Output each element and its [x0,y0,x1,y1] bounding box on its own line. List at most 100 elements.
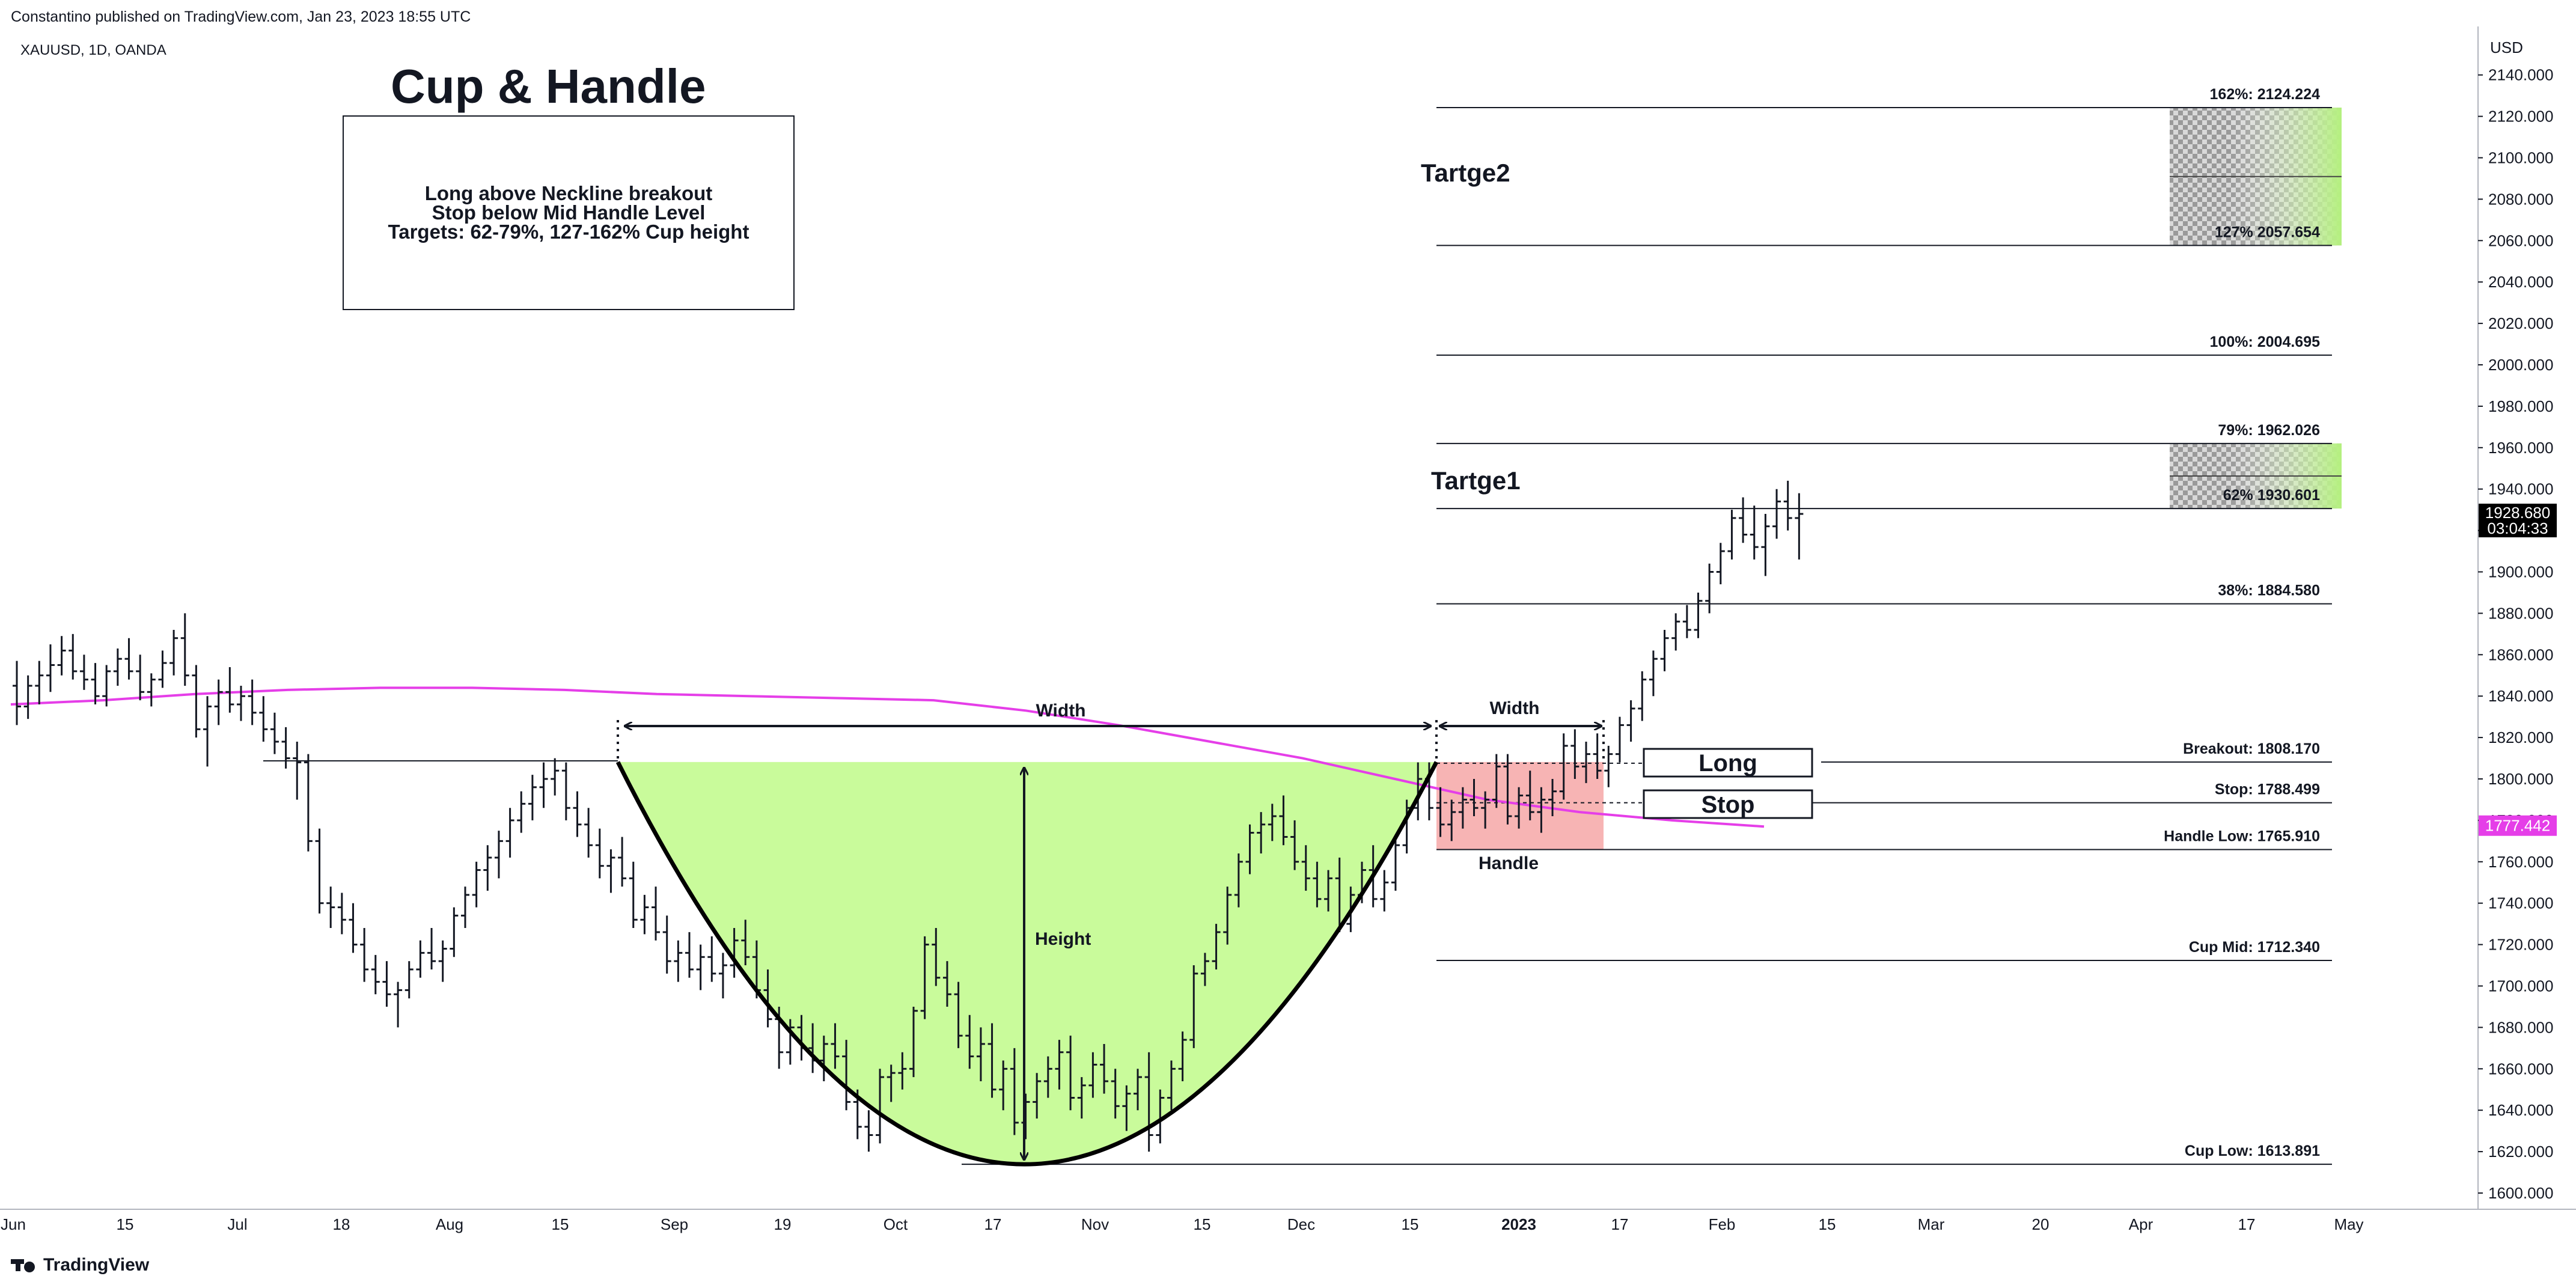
ohlc-bar [427,928,436,969]
time-tick-label: 15 [1819,1215,1836,1233]
ohlc-bar [79,655,88,690]
note-line-3: Targets: 62-79%, 127-162% Cup height [388,221,749,243]
price-tick-label: 1820.000 [2488,728,2553,746]
ohlc-bar [1111,1069,1120,1119]
tradingview-brand[interactable]: TradingView [11,1255,149,1275]
ohlc-bar [371,954,380,995]
price-tick-label: 2020.000 [2488,314,2553,332]
ohlc-bar [887,1064,896,1102]
ohlc-bar [304,754,313,852]
ohlc-bar [23,675,32,719]
ohlc-bar [640,894,649,935]
ohlc-bar [528,775,537,820]
ohlc-bar [483,845,492,891]
ohlc-bar [57,636,66,676]
ohlc-bar [158,650,167,688]
ohlc-bar [1257,812,1266,854]
ohlc-bar [259,696,268,742]
ohlc-bar [237,685,245,721]
long-box-text: Long [1699,750,1757,777]
ohlc-bar [394,981,403,1028]
time-tick-label: Nov [1081,1215,1109,1233]
time-tick-label: Apr [2129,1215,2153,1233]
level-label: Breakout: 1808.170 [2183,740,2320,757]
ohlc-bar [225,667,234,713]
level-label: 100%: 2004.695 [2210,334,2321,350]
time-axis[interactable]: Jun 15 Jul 18 Aug 15 Sep 19 Oct 17 Nov 15 Dec 15 2023 1… [1,1215,2364,1233]
ohlc-bar [618,837,627,887]
price-tick-label: 1800.000 [2488,770,2553,788]
ohlc-bar [606,849,615,893]
price-tick-label: 1680.000 [2488,1018,2553,1036]
handle-width-label: Width [1489,698,1539,718]
pattern-zones [618,108,2342,1165]
ohlc-bar [1167,1060,1176,1111]
ohlc-bar [898,1052,907,1090]
price-tick-label: 1640.000 [2488,1101,2553,1119]
tradingview-logo-icon [11,1258,37,1272]
ohlc-bar [1772,489,1781,539]
target2-label: Tartge2 [1421,159,1510,187]
ohlc-bar [1033,1073,1042,1119]
level-label: Cup Mid: 1712.340 [2189,939,2320,956]
ohlc-bar [662,915,671,974]
cup-height-label: Height [1035,929,1091,949]
ohlc-bar [1682,605,1691,638]
time-tick-label: Jun [1,1215,26,1233]
ohlc-bar [730,928,739,978]
price-tick-label: 1840.000 [2488,687,2553,705]
ohlc-bar [1638,671,1647,721]
ohlc-bar [1391,837,1400,891]
ohlc-bar [965,1015,974,1069]
ohlc-bar [349,903,358,953]
ohlc-bar [214,679,223,725]
ohlc-bar [1223,887,1232,945]
ohlc-bar [539,762,548,808]
price-tick-label: 1620.000 [2488,1143,2553,1161]
ohlc-bar [1671,613,1680,651]
ohlc-bar [281,727,290,769]
ohlc-bar [1761,514,1770,576]
price-tick-label: 2060.000 [2488,231,2553,249]
ohlc-bar [976,1027,985,1081]
time-tick-label: May [2334,1215,2363,1233]
time-tick-label: 15 [1402,1215,1419,1233]
ohlc-bar [13,661,21,725]
level-label: 127% 2057.654 [2215,224,2320,240]
ohlc-bar [1290,820,1299,870]
ohlc-bar [763,969,772,1028]
ohlc-bar [1548,779,1557,817]
ohlc-bar [315,828,324,914]
time-tick-label: Feb [1709,1215,1736,1233]
published-info: Constantino published on TradingView.com… [11,8,471,25]
price-tick-label: 2040.000 [2488,273,2553,291]
ohlc-bar [1727,510,1736,560]
time-tick-label: 20 [2032,1215,2050,1233]
handle-area [1436,762,1604,850]
symbol-label: XAUUSD, 1D, OANDA [20,42,166,58]
ohlc-bar [1694,592,1703,638]
price-tick-label: 1700.000 [2488,977,2553,995]
time-tick-label: Sep [661,1215,688,1233]
price-tick-label: 1960.000 [2488,439,2553,457]
ohlc-bar [741,920,750,966]
price-axis[interactable]: 1600.000 1620.000 1640.000 1660.000 1680.000… [2478,66,2553,1202]
pattern-title: Cup & Handle [391,60,706,113]
ohlc-bar [270,712,279,754]
level-label: Cup Low: 1613.891 [2185,1143,2320,1159]
ohlc-bar [1010,1048,1019,1135]
ohlc-bar [113,648,122,686]
ohlc-bar [1649,650,1658,697]
ohlc-bar [169,629,179,676]
ohlc-bar [494,831,503,879]
ohlc-bar [382,961,391,1007]
ohlc-bar [1156,1089,1165,1144]
ohlc-bar [180,613,189,686]
ohlc-bar [203,696,212,767]
price-tick-label: 2120.000 [2488,108,2553,126]
ohlc-bar [595,828,604,879]
ohlc-bar [102,665,111,707]
handle-label: Handle [1479,853,1539,873]
ohlc-bar [920,936,929,1019]
